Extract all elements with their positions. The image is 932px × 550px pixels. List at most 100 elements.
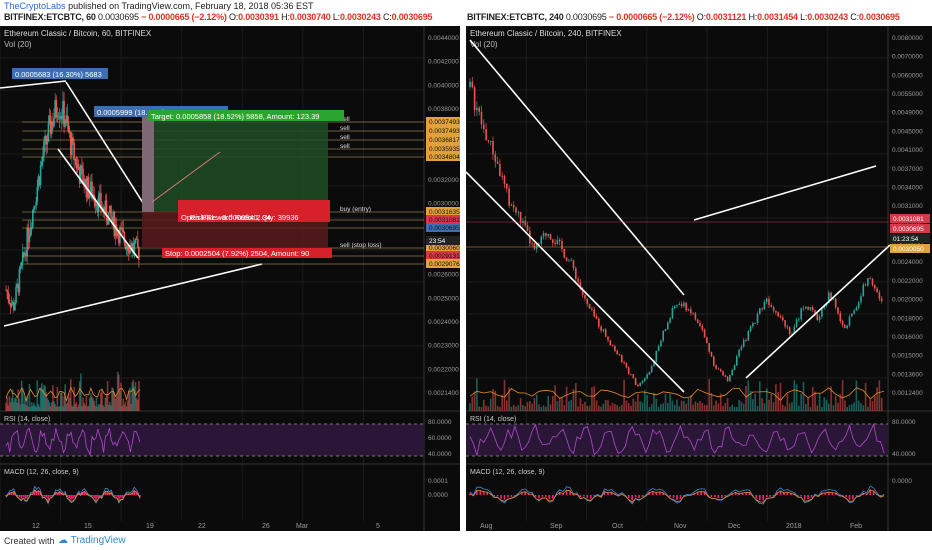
candle-body <box>17 283 20 293</box>
level-price-tag: 0.0030060 <box>429 245 460 252</box>
y-tick-label: 0.0034000 <box>892 184 923 191</box>
volume-bar <box>545 406 547 411</box>
candle-body <box>874 285 876 289</box>
candle-body <box>34 206 36 208</box>
macd-histogram-bar <box>848 495 851 500</box>
volume-bar <box>554 385 556 411</box>
macd-histogram-bar <box>12 491 15 495</box>
candle-body <box>105 200 108 220</box>
macd-histogram-bar <box>18 495 21 498</box>
candle-body <box>715 365 717 369</box>
candle-body <box>634 378 637 385</box>
candle-body <box>678 304 681 306</box>
candle-body <box>584 294 586 299</box>
level-price-tag-bg <box>426 152 460 161</box>
volume-bar <box>27 406 30 411</box>
right-change: − 0.0000665 (−2.12%) <box>608 12 695 22</box>
tradingview-logo[interactable]: ☁ TradingView <box>58 535 126 546</box>
macd-histogram-bar <box>54 491 57 495</box>
volume-bar <box>779 382 782 411</box>
candle-body <box>671 308 674 319</box>
open-pl-label: Open P&L: -0.0000940, Qty: 39936 <box>181 213 299 222</box>
volume-bar <box>625 400 628 411</box>
high-measure-label-bg <box>12 68 108 79</box>
macd-histogram-bar <box>834 492 837 495</box>
macd-histogram-bar <box>45 495 47 498</box>
candle-body <box>857 302 860 308</box>
volume-bar <box>692 404 694 411</box>
left-high: 0.0030740 <box>289 12 331 22</box>
candle-body <box>119 227 121 244</box>
macd-histogram-bar <box>24 495 26 499</box>
candle-body <box>542 233 545 237</box>
right-chart-panel[interactable]: Ethereum Classic / Bitcoin, 240, BITFINE… <box>466 26 932 531</box>
rising-wedge-bottom <box>745 244 891 379</box>
macd-histogram-bar <box>558 491 561 495</box>
macd-histogram-bar <box>60 492 63 495</box>
candle-body <box>535 243 538 249</box>
volume-bar <box>110 405 112 411</box>
level-price-tag: 0.0030695 <box>429 225 460 232</box>
candle-body <box>23 251 25 256</box>
volume-bar <box>24 396 26 411</box>
candle-body <box>86 176 89 198</box>
candle-body <box>508 188 510 206</box>
macd-histogram-bar <box>496 495 499 497</box>
macd-histogram-bar <box>133 490 136 495</box>
candle-body <box>20 262 23 267</box>
volume-bar <box>593 386 595 411</box>
level-price-tag-bg <box>426 251 460 260</box>
volume-bar <box>857 400 860 411</box>
macd-histogram-bar <box>603 491 606 495</box>
author-link[interactable]: TheCryptoLabs <box>4 1 66 11</box>
volume-bar <box>588 405 591 411</box>
macd-histogram-bar <box>83 491 86 495</box>
volume-bar <box>128 391 130 411</box>
candle-body <box>476 107 478 111</box>
macd-histogram-bar <box>486 491 489 495</box>
candle-body <box>749 326 752 332</box>
candle-body <box>109 205 111 213</box>
volume-bar <box>676 399 678 411</box>
macd-histogram-bar <box>648 492 651 495</box>
macd-label: MACD (12, 26, close, 9) <box>4 469 79 476</box>
candle-body <box>506 183 508 189</box>
chart-title: Ethereum Classic / Bitcoin, 60, BITFINEX <box>4 29 152 38</box>
volume-bar <box>558 397 561 411</box>
volume-bar <box>78 381 81 411</box>
volume-bar <box>101 388 103 411</box>
volume-bar <box>703 405 706 411</box>
volume-bar <box>522 404 524 411</box>
candle-body <box>600 326 602 331</box>
right-chart-svg[interactable]: Ethereum Classic / Bitcoin, 240, BITFINE… <box>466 26 932 531</box>
volume-bar <box>512 404 515 411</box>
candle-body <box>76 164 79 169</box>
candle-body <box>577 278 579 282</box>
volume-bar <box>547 395 549 411</box>
macd-histogram-bar <box>600 495 602 497</box>
channel-lower-line <box>57 148 139 259</box>
volume-bar <box>818 393 821 411</box>
left-chart-svg[interactable]: Ethereum Classic / Bitcoin, 60, BITFINEX… <box>0 26 460 531</box>
volume-bar <box>630 405 632 411</box>
macd-histogram-bar <box>56 492 59 495</box>
candle-body <box>761 308 763 310</box>
macd-histogram-bar <box>110 492 113 495</box>
candle-body <box>816 313 819 321</box>
candle-body <box>526 225 529 231</box>
left-chart-panel[interactable]: Ethereum Classic / Bitcoin, 60, BITFINEX… <box>0 26 460 531</box>
candle-body <box>49 115 52 135</box>
candle-body <box>81 165 83 169</box>
candle-body <box>680 304 683 307</box>
candle-body <box>742 340 745 347</box>
macd-histogram-bar <box>807 495 809 500</box>
candle-body <box>138 247 140 260</box>
volume-bar <box>862 405 865 411</box>
volume-bar <box>621 404 623 411</box>
macd-histogram-bar <box>100 495 103 497</box>
macd-histogram-bar <box>9 492 11 495</box>
x-tick-label: 15 <box>84 523 92 530</box>
candle-body <box>30 227 33 228</box>
volume-bar <box>726 397 729 411</box>
volume-bar <box>690 394 692 411</box>
